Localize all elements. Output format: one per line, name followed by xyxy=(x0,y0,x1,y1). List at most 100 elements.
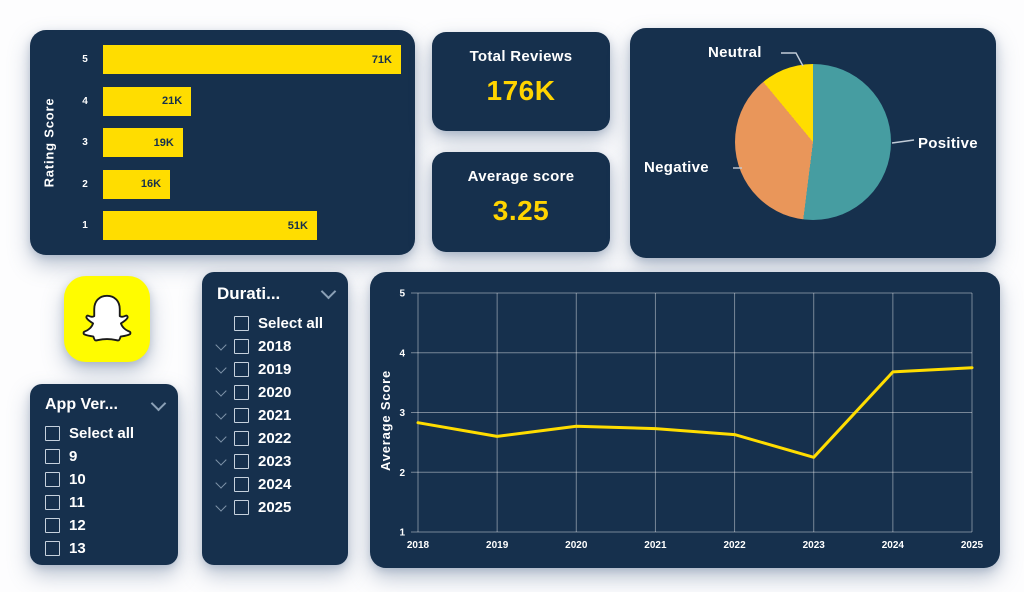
checkbox[interactable] xyxy=(45,426,60,441)
expand-chevron-icon[interactable] xyxy=(215,500,227,512)
expand-chevron-icon[interactable] xyxy=(215,477,227,489)
sentiment-pie-chart-card: Neutral Positive Negative xyxy=(630,28,996,258)
slicer-item-label: 2025 xyxy=(258,499,292,516)
bar-row: 5 71K xyxy=(76,45,401,74)
slicer-header: Durati... xyxy=(202,272,348,308)
checkbox[interactable] xyxy=(45,449,60,464)
slicer-item-12[interactable]: 12 xyxy=(45,514,170,537)
checkbox[interactable] xyxy=(234,431,249,446)
expand-chevron-icon[interactable] xyxy=(215,431,227,443)
expand-chevron-icon[interactable] xyxy=(215,408,227,420)
bar[interactable]: 19K xyxy=(103,128,183,157)
slicer-title: Durati... xyxy=(217,284,281,303)
bar-row: 2 16K xyxy=(76,169,401,199)
expand-chevron-icon[interactable] xyxy=(215,454,227,466)
svg-text:2022: 2022 xyxy=(723,540,746,551)
bar-category-label: 5 xyxy=(82,54,88,65)
checkbox[interactable] xyxy=(45,518,60,533)
slicer-item-label: 11 xyxy=(69,494,85,511)
slicer-item-2019[interactable]: 2019 xyxy=(215,358,340,381)
expand-chevron-icon[interactable] xyxy=(215,385,227,397)
slicer-item-select-all[interactable]: Select all xyxy=(217,312,340,335)
snapchat-logo xyxy=(64,276,150,362)
slicer-item-9[interactable]: 9 xyxy=(45,445,170,468)
kpi-value: 3.25 xyxy=(492,195,550,226)
slicer-item-2018[interactable]: 2018 xyxy=(215,335,340,358)
slicer-item-13[interactable]: 13 xyxy=(45,537,170,560)
slicer-item-label: Select all xyxy=(69,425,135,442)
bar-value-label: 71K xyxy=(371,53,392,66)
bar[interactable]: 51K xyxy=(103,211,317,240)
bar-track: 71K xyxy=(103,45,401,74)
bar-value-label: 51K xyxy=(287,219,308,232)
slicer-item-2024[interactable]: 2024 xyxy=(215,473,340,496)
checkbox[interactable] xyxy=(234,385,249,400)
checkbox[interactable] xyxy=(45,472,60,487)
average-score-line-chart-card: Average Score 1 2 3 4 5 2018 2019 2020 2021 2022 2… xyxy=(370,272,1000,568)
bar-category-label: 1 xyxy=(82,220,88,231)
chevron-down-icon[interactable] xyxy=(320,283,337,300)
bar-row: 4 21K xyxy=(76,86,401,116)
pie-slice-label-negative: Negative xyxy=(644,159,709,176)
bar[interactable]: 21K xyxy=(103,86,192,116)
svg-text:2019: 2019 xyxy=(486,540,509,551)
slicer-item-2020[interactable]: 2020 xyxy=(215,381,340,404)
chevron-down-icon[interactable] xyxy=(150,395,167,412)
checkbox[interactable] xyxy=(45,541,60,556)
checkbox[interactable] xyxy=(234,408,249,423)
svg-text:5: 5 xyxy=(399,289,405,300)
checkbox[interactable] xyxy=(234,339,249,354)
pie-slice-label-positive: Positive xyxy=(918,135,978,152)
bar[interactable]: 16K xyxy=(103,169,171,199)
bar-track: 21K xyxy=(103,86,401,116)
bar-category-label: 2 xyxy=(82,178,88,190)
slicer-title: App Ver... xyxy=(45,396,118,413)
checkbox[interactable] xyxy=(234,500,249,515)
bar-row: 3 19K xyxy=(76,128,401,157)
checkbox[interactable] xyxy=(234,454,249,469)
duration-slicer: Durati... Select all 2018 2019 2020 2021 2022… xyxy=(202,272,348,565)
bar-category-label: 3 xyxy=(82,137,88,148)
bar-value-label: 19K xyxy=(153,136,174,149)
slicer-item-2023[interactable]: 2023 xyxy=(215,450,340,473)
kpi-value: 176K xyxy=(486,75,556,106)
slicer-item-label: 12 xyxy=(69,517,86,534)
expand-chevron-icon[interactable] xyxy=(215,339,227,351)
bar-chart-plot: 5 71K 4 21K 3 19K 2 16K 1 51K xyxy=(76,45,401,240)
slicer-item-2025[interactable]: 2025 xyxy=(215,496,340,519)
slicer-header: App Ver... xyxy=(30,384,178,418)
kpi-title: Average score xyxy=(467,168,575,185)
slicer-item-11[interactable]: 11 xyxy=(45,491,170,514)
pie-chart[interactable] xyxy=(735,64,891,220)
app-version-slicer: App Ver... Select all 9 10 11 12 13 xyxy=(30,384,178,565)
line-chart-plot: 1 2 3 4 5 2018 2019 2020 2021 2022 2023 2024 2025 xyxy=(399,289,983,552)
slicer-item-2022[interactable]: 2022 xyxy=(215,427,340,450)
checkbox[interactable] xyxy=(234,362,249,377)
checkbox[interactable] xyxy=(45,495,60,510)
slicer-item-list: Select all 2018 2019 2020 2021 2022 2023 2024 20… xyxy=(202,312,348,519)
expand-chevron-icon[interactable] xyxy=(215,362,227,374)
checkbox[interactable] xyxy=(234,477,249,492)
slicer-item-label: 2024 xyxy=(258,476,292,493)
pie-slice-label-neutral: Neutral xyxy=(708,44,762,61)
bar-track: 51K xyxy=(103,211,401,240)
svg-text:4: 4 xyxy=(399,348,405,359)
rating-score-bar-chart-card: Rating Score 5 71K 4 21K 3 19K 2 16K 1 51K xyxy=(30,30,415,255)
svg-text:2020: 2020 xyxy=(565,540,588,551)
snapchat-ghost-icon xyxy=(82,294,132,342)
bar[interactable]: 71K xyxy=(103,45,401,74)
average-score-card: Average score 3.25 xyxy=(432,152,610,252)
slicer-item-label: 9 xyxy=(69,448,78,465)
slicer-item-list: Select all 9 10 11 12 13 xyxy=(30,422,178,560)
svg-text:2018: 2018 xyxy=(407,540,430,551)
checkbox[interactable] xyxy=(234,316,249,331)
svg-text:1: 1 xyxy=(399,528,405,539)
slicer-item-select-all[interactable]: Select all xyxy=(45,422,170,445)
slicer-item-10[interactable]: 10 xyxy=(45,468,170,491)
slicer-item-label: 2020 xyxy=(258,384,292,401)
slicer-item-label: 2018 xyxy=(258,338,292,355)
pie-leader-lines xyxy=(733,52,915,169)
slicer-item-2021[interactable]: 2021 xyxy=(215,404,340,427)
slicer-item-label: 2023 xyxy=(258,453,292,470)
